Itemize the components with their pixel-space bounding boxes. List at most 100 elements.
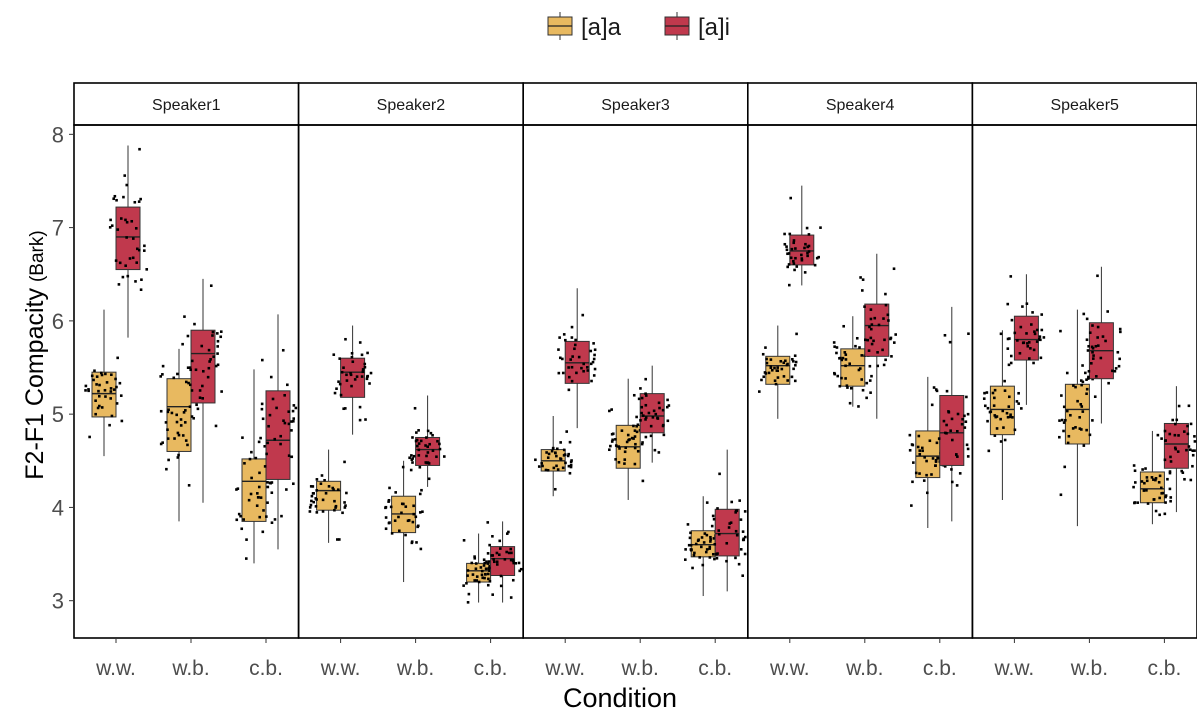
data-point <box>1168 432 1172 436</box>
data-point <box>704 550 708 554</box>
data-point <box>479 566 483 569</box>
data-point <box>271 397 275 401</box>
data-point <box>1015 400 1019 403</box>
data-point <box>1091 357 1095 360</box>
data-point <box>109 397 113 400</box>
data-point <box>780 367 784 371</box>
data-point <box>242 518 245 521</box>
data-point <box>792 262 796 266</box>
data-point <box>795 265 799 268</box>
data-point <box>345 373 348 377</box>
data-point <box>179 418 183 421</box>
data-point <box>711 514 715 518</box>
data-point <box>323 478 326 482</box>
data-point <box>353 378 357 381</box>
data-point <box>868 325 871 329</box>
data-point <box>1062 429 1065 433</box>
data-point <box>833 371 836 375</box>
data-point <box>1003 379 1006 383</box>
box-cb-aa <box>235 369 274 564</box>
data-point <box>1193 435 1196 438</box>
data-point <box>285 488 288 491</box>
data-point <box>498 539 502 543</box>
data-point <box>800 258 804 262</box>
data-point <box>412 454 416 458</box>
data-point <box>115 402 119 405</box>
data-point <box>1081 380 1085 384</box>
data-point <box>637 397 641 401</box>
data-point <box>689 531 692 535</box>
data-point <box>1008 337 1011 340</box>
data-point <box>260 407 264 411</box>
data-point <box>634 442 637 446</box>
data-point <box>934 460 938 463</box>
data-point <box>786 265 789 269</box>
data-point <box>911 480 914 484</box>
data-point <box>993 396 996 400</box>
data-point <box>963 414 966 418</box>
data-point <box>414 515 418 519</box>
data-point <box>114 377 117 381</box>
data-point <box>534 458 537 462</box>
data-point <box>870 323 874 326</box>
data-point <box>709 538 712 541</box>
data-point <box>290 455 294 459</box>
data-point <box>1176 450 1180 453</box>
data-point <box>442 455 446 458</box>
data-point <box>589 362 593 366</box>
data-point <box>99 371 103 375</box>
data-point <box>1017 391 1020 395</box>
legend-entry-ai: [a]i <box>664 12 730 41</box>
data-point <box>175 413 178 417</box>
data-point <box>783 242 787 246</box>
data-point <box>181 342 184 346</box>
data-point <box>1079 379 1083 382</box>
panel-title: Speaker5 <box>1050 97 1119 114</box>
y-tick-label: 5 <box>52 402 64 427</box>
data-point <box>84 389 87 392</box>
data-point <box>554 451 557 454</box>
data-point <box>848 362 851 366</box>
data-point <box>212 355 215 359</box>
data-point <box>863 305 866 308</box>
data-point <box>360 353 364 357</box>
data-point <box>1145 479 1149 483</box>
data-point <box>1168 471 1172 475</box>
data-point <box>116 356 119 360</box>
data-point <box>708 556 712 559</box>
data-point <box>358 341 362 344</box>
data-point <box>488 579 492 583</box>
data-point <box>570 325 574 329</box>
data-point <box>640 442 644 446</box>
x-tick-label: w.b. <box>845 657 883 680</box>
data-point <box>1169 499 1172 503</box>
y-tick-label: 7 <box>52 216 64 241</box>
data-point <box>928 439 932 443</box>
data-point <box>412 512 416 516</box>
data-point <box>999 417 1002 421</box>
data-point <box>207 366 211 370</box>
data-point <box>294 406 298 410</box>
data-point <box>132 237 135 240</box>
data-point <box>993 434 997 437</box>
data-point <box>113 194 117 198</box>
data-point <box>571 355 574 358</box>
data-point <box>417 454 421 457</box>
data-point <box>1039 356 1043 360</box>
data-point <box>782 375 786 378</box>
data-point <box>257 496 260 499</box>
data-point <box>1164 439 1167 443</box>
data-point <box>499 574 503 578</box>
data-point <box>462 584 465 587</box>
data-point <box>263 445 267 448</box>
box-iqr <box>190 329 216 404</box>
data-point <box>661 424 665 428</box>
data-point <box>1074 385 1077 389</box>
data-point <box>577 355 581 359</box>
data-point <box>1164 495 1167 499</box>
data-point <box>908 433 912 437</box>
data-point <box>617 445 621 448</box>
data-point <box>867 349 871 352</box>
data-point <box>1011 416 1014 419</box>
data-point <box>569 465 573 469</box>
